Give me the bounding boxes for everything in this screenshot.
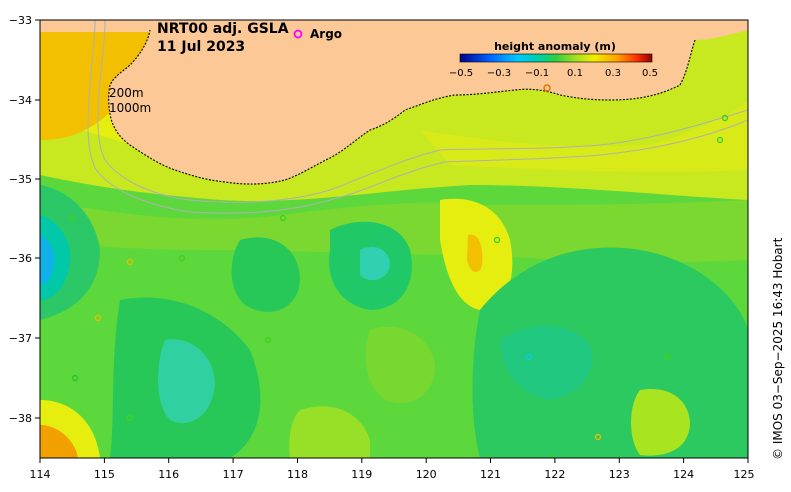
colorbar-tick-1: −0.5	[449, 68, 473, 79]
colorbar-tick-6: 0.5	[642, 68, 658, 79]
isobath-1000m	[87, 20, 748, 214]
map-date: 11 Jul 2023	[157, 39, 245, 55]
x-tick-114: 114	[30, 468, 51, 481]
colorbar-tick-5: 0.3	[605, 68, 621, 79]
x-tick-122: 122	[544, 468, 565, 481]
y-axis	[35, 19, 40, 419]
y-tick-36: −36	[9, 252, 32, 265]
plot-area	[40, 20, 748, 458]
argo-floats	[68, 84, 729, 458]
argo-legend-icon	[293, 29, 303, 39]
plot-frame	[39, 19, 749, 459]
x-tick-119: 119	[351, 468, 372, 481]
y-tick-33: −33	[9, 14, 32, 27]
isobath-200-label: 200m	[109, 86, 144, 100]
isobath-200m	[97, 20, 748, 203]
argo-legend-label: Argo	[310, 27, 342, 41]
colorbar-tick-4: 0.1	[567, 68, 583, 79]
y-tick-37: −37	[9, 332, 32, 345]
x-tick-115: 115	[94, 468, 115, 481]
x-tick-118: 118	[287, 468, 308, 481]
coastline	[108, 29, 696, 185]
x-tick-125: 125	[734, 468, 755, 481]
x-tick-121: 121	[480, 468, 501, 481]
x-axis	[39, 458, 749, 463]
colorbar-tick-3: −0.1	[525, 68, 549, 79]
x-tick-123: 123	[609, 468, 630, 481]
isobath-1000-label: 1000m	[109, 101, 151, 115]
x-tick-120: 120	[416, 468, 437, 481]
map-title: NRT00 adj. GSLA	[157, 21, 289, 37]
y-tick-34: −34	[9, 94, 32, 107]
y-tick-38: −38	[9, 412, 32, 425]
colorbar-title: height anomaly (m)	[494, 40, 616, 53]
credit-line: © IMOS 03−Sep−2025 16:43 Hobart	[771, 237, 785, 460]
x-tick-124: 124	[673, 468, 694, 481]
x-tick-116: 116	[158, 468, 179, 481]
colorbar	[459, 53, 653, 63]
colorbar-tick-2: −0.3	[487, 68, 511, 79]
x-tick-117: 117	[223, 468, 244, 481]
y-tick-35: −35	[9, 173, 32, 186]
